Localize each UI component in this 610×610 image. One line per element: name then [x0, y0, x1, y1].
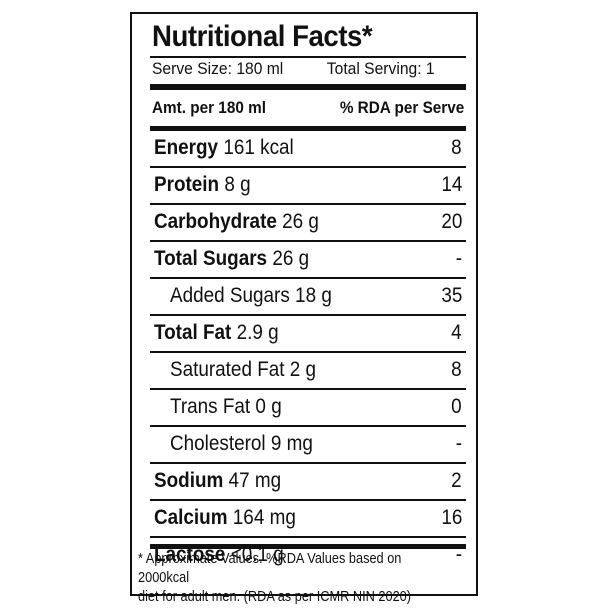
amount-per-header: Amt. per 180 ml — [152, 98, 266, 117]
title-divider — [150, 56, 466, 58]
nutrient-row: Total Fat 2.9 g 4 — [150, 316, 466, 353]
nutrient-rda: 0 — [451, 395, 462, 418]
nutrient-name: Energy — [154, 136, 219, 159]
nutrient-row: Added Sugars 18 g 35 — [150, 279, 466, 316]
nutrient-name: Cholesterol — [170, 432, 266, 455]
nutrient-label: Cholesterol 9 mg — [170, 431, 313, 457]
nutrient-row: Cholesterol 9 mg - — [150, 427, 466, 464]
nutrient-label: Saturated Fat 2 g — [170, 357, 316, 383]
column-header-row: Amt. per 180 ml % RDA per Serve — [150, 90, 466, 126]
nutrient-amount: 18 g — [295, 284, 332, 307]
nutrient-label: Carbohydrate 26 g — [154, 209, 319, 235]
nutrient-rda: 16 — [440, 506, 462, 529]
nutrient-label: Energy 161 kcal — [154, 135, 294, 161]
nutrient-amount: 0 g — [255, 395, 282, 418]
nutrition-facts-panel: Nutritional Facts* Serve Size: 180 ml To… — [130, 12, 478, 605]
nutrient-rda: - — [455, 247, 462, 270]
total-serving: Total Serving: 1 — [326, 59, 435, 78]
footer-divider — [150, 544, 466, 549]
nutrient-label: Calcium 164 mg — [154, 505, 296, 531]
nutrient-name: Sodium — [154, 469, 224, 492]
nutrient-label: Protein 8 g — [154, 172, 251, 198]
nutrient-amount: 47 mg — [228, 469, 282, 492]
nutrient-row: Trans Fat 0 g 0 — [150, 390, 466, 427]
nutrient-amount: 2.9 g — [236, 321, 279, 344]
panel-title: Nutritional Facts* — [152, 20, 373, 53]
footnote: * Approximate Values. %RDA Values based … — [138, 550, 442, 607]
nutrient-rda: 20 — [440, 210, 462, 233]
nutrient-row: Sodium 47 mg 2 — [150, 464, 466, 501]
nutrient-rda: - — [455, 543, 462, 566]
nutrient-row: Protein 8 g 14 — [150, 168, 466, 205]
nutrient-label: Total Fat 2.9 g — [154, 320, 279, 346]
nutrient-rda: - — [455, 432, 462, 455]
nutrient-rows: Energy 161 kcal 8 Protein 8 g 14 Carbohydrat… — [150, 131, 466, 573]
footnote-line-1: * Approximate Values. %RDA Values based … — [138, 551, 402, 586]
nutrient-name: Added Sugars — [170, 284, 290, 307]
nutrient-amount: 8 g — [224, 173, 251, 196]
nutrient-name: Trans Fat — [170, 395, 251, 418]
nutrient-rda: 35 — [440, 284, 462, 307]
nutrient-name: Carbohydrate — [154, 210, 277, 233]
thick-divider-bottom — [150, 126, 466, 131]
nutrient-rda: 8 — [451, 358, 462, 381]
nutrient-label: Added Sugars 18 g — [170, 283, 332, 309]
nutrient-row: Total Sugars 26 g - — [150, 242, 466, 279]
nutrient-amount: 164 mg — [232, 506, 296, 529]
nutrient-name: Total Fat — [154, 321, 232, 344]
nutrient-name: Saturated Fat — [170, 358, 285, 381]
nutrient-rda: 14 — [440, 173, 462, 196]
nutrient-name: Total Sugars — [154, 247, 268, 270]
nutrient-rda: 2 — [451, 469, 462, 492]
serve-size: Serve Size: 180 ml — [152, 59, 284, 78]
nutrient-amount: 26 g — [282, 210, 319, 233]
nutrient-name: Calcium — [154, 506, 228, 529]
nutrient-row: Calcium 164 mg 16 — [150, 501, 466, 538]
nutrient-amount: 9 mg — [270, 432, 313, 455]
nutrient-row: Energy 161 kcal 8 — [150, 131, 466, 168]
nutrient-label: Sodium 47 mg — [154, 468, 281, 494]
nutrient-row: Carbohydrate 26 g 20 — [150, 205, 466, 242]
nutrient-name: Protein — [154, 173, 220, 196]
nutrient-row: Saturated Fat 2 g 8 — [150, 353, 466, 390]
nutrient-label: Trans Fat 0 g — [170, 394, 282, 420]
nutrient-amount: 2 g — [289, 358, 317, 381]
serving-info: Serve Size: 180 ml Total Serving: 1 — [152, 58, 437, 80]
nutrient-label: Total Sugars 26 g — [154, 246, 309, 272]
nutrient-amount: 161 kcal — [223, 136, 294, 159]
thick-divider-top — [150, 84, 466, 90]
nutrient-amount: 26 g — [272, 247, 310, 270]
nutrient-rda: 4 — [451, 321, 462, 344]
rda-header: % RDA per Serve — [339, 98, 464, 117]
footnote-line-2: diet for adult men. (RDA as per ICMR NIN… — [138, 589, 412, 605]
nutrient-rda: 8 — [451, 136, 462, 159]
